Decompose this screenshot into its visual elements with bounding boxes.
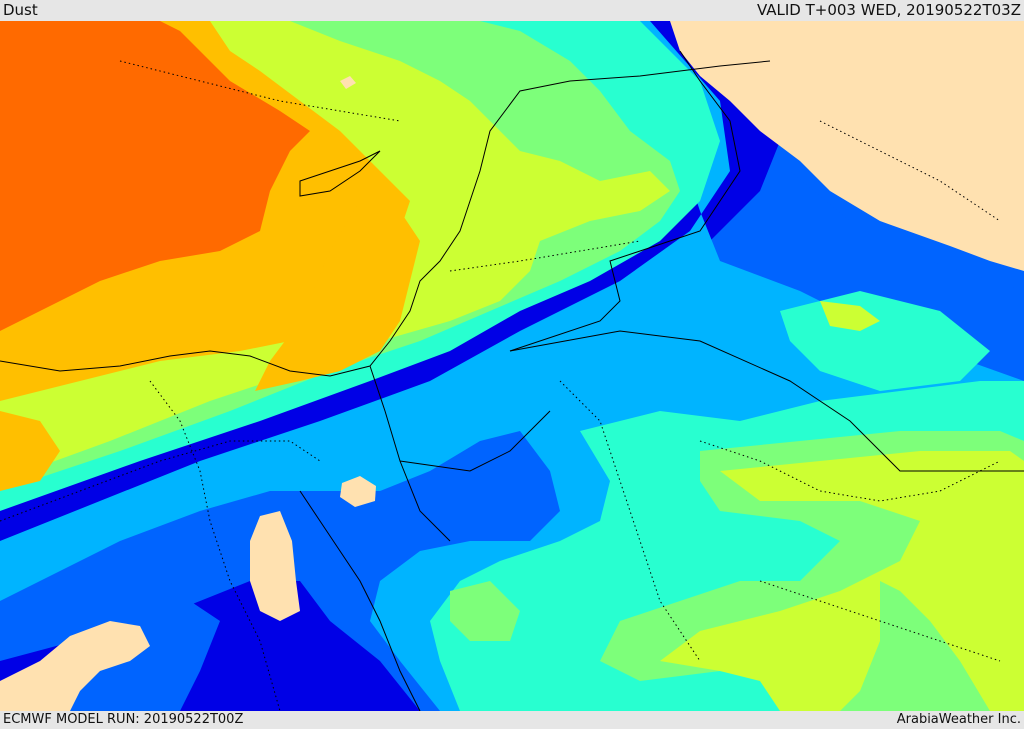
field-elevated (660, 451, 1024, 711)
valid-time: VALID T+003 WED, 20190522T03Z (756, 1, 1021, 19)
dust-field (0, 21, 1024, 711)
model-run: ECMWF MODEL RUN: 20190522T00Z (3, 712, 244, 727)
map-title: Dust (3, 1, 38, 19)
credit-label: ArabiaWeather Inc. (896, 712, 1021, 727)
field-high (255, 201, 420, 391)
field-none (0, 621, 150, 711)
field-none (250, 511, 300, 621)
field-moderate (450, 581, 520, 641)
field-elevated (820, 301, 880, 331)
field-none (340, 76, 356, 89)
dust-map[interactable] (0, 21, 1024, 711)
field-very-low (60, 601, 220, 711)
field-none (670, 21, 1024, 271)
country-borders (0, 50, 1024, 711)
footer-bar: ECMWF MODEL RUN: 20190522T00Z ArabiaWeat… (0, 711, 1024, 729)
title-bar: Dust VALID T+003 WED, 20190522T03Z (0, 0, 1024, 21)
field-high (0, 411, 60, 491)
field-very-high (0, 21, 310, 331)
field-none (340, 476, 376, 507)
province-borders (0, 60, 1001, 711)
